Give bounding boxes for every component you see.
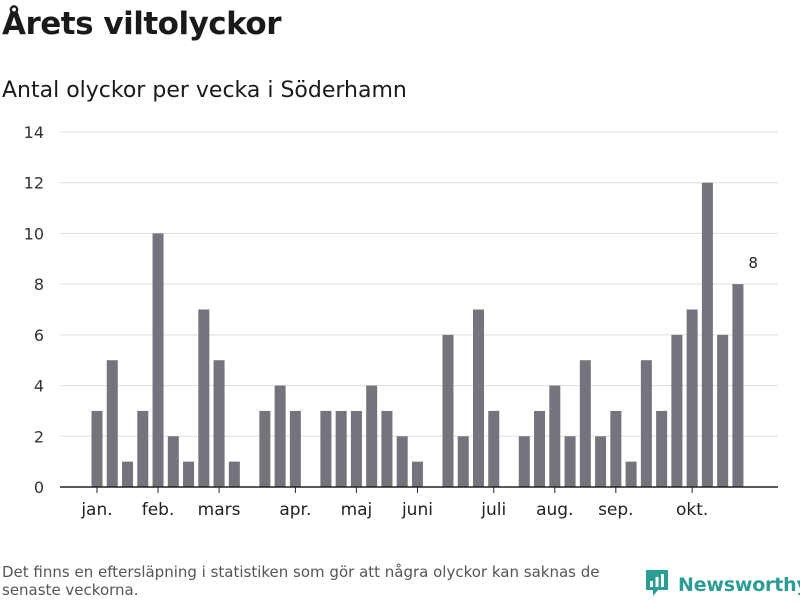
bar (366, 385, 378, 487)
footnote: Det finns en eftersläpning i statistiken… (2, 563, 600, 599)
bar (625, 461, 637, 487)
bar (167, 436, 179, 487)
bar (671, 334, 683, 487)
bar (198, 309, 210, 487)
chart-title: Årets viltolyckor (2, 6, 282, 42)
bar (183, 461, 195, 487)
y-tick-label: 6 (34, 326, 44, 345)
x-tick-label: mars (198, 500, 241, 520)
bar (595, 436, 607, 487)
bar (564, 436, 576, 487)
bar (228, 461, 240, 487)
bar (320, 410, 332, 487)
bar (579, 360, 591, 487)
y-tick-label: 14 (24, 123, 44, 142)
chart-subtitle: Antal olyckor per vecka i Söderhamn (2, 78, 407, 103)
x-tick-label: okt. (676, 500, 708, 520)
x-tick-label: juli (480, 500, 506, 520)
bar (335, 410, 347, 487)
bars (91, 182, 744, 487)
bar (717, 334, 729, 487)
bar (152, 233, 164, 487)
bar (106, 360, 118, 487)
bar (549, 385, 561, 487)
bar (686, 309, 698, 487)
y-tick-label: 12 (24, 174, 44, 193)
y-tick-label: 0 (34, 478, 44, 497)
bar (701, 182, 713, 487)
x-tick-label: jan. (80, 500, 112, 520)
bar (381, 410, 393, 487)
bar (656, 410, 668, 487)
bar (396, 436, 408, 487)
x-tick-label: juni (401, 500, 433, 520)
bar (640, 360, 652, 487)
brand: Newsworthy (644, 568, 800, 602)
newsworthy-logo-icon (644, 568, 670, 602)
bar-chart: 0 2 4 6 8 10 12 14 jan. feb. mars apr. maj juni juli a… (24, 123, 778, 520)
bar (411, 461, 423, 487)
bar (610, 410, 622, 487)
data-labels: 8 (748, 254, 758, 272)
x-tick-label: aug. (536, 500, 573, 520)
bar (457, 436, 469, 487)
bar (91, 410, 103, 487)
y-tick-label: 8 (34, 275, 44, 294)
y-axis-tick-labels: 0 2 4 6 8 10 12 14 (24, 123, 44, 497)
bar (442, 334, 454, 487)
bar (732, 284, 744, 487)
x-tick-label: sep. (598, 500, 634, 520)
brand-name: Newsworthy (678, 574, 800, 596)
bar (137, 410, 149, 487)
gridlines (60, 131, 778, 437)
y-tick-label: 10 (24, 224, 44, 243)
bar (350, 410, 362, 487)
bar (473, 309, 484, 487)
bar (274, 385, 286, 487)
bar (488, 410, 500, 487)
x-tick-label: apr. (279, 500, 311, 520)
bar (289, 410, 301, 487)
y-tick-label: 4 (34, 377, 44, 396)
x-tick-label: feb. (142, 500, 175, 520)
data-label: 8 (748, 254, 758, 272)
x-axis-month-ticks: jan. feb. mars apr. maj juni juli aug. sep. okt. (80, 487, 708, 520)
x-tick-label: maj (341, 500, 373, 520)
bar (534, 410, 546, 487)
bar (259, 410, 271, 487)
bar (213, 360, 225, 487)
y-tick-label: 2 (34, 427, 44, 446)
bar (518, 436, 530, 487)
bar (122, 461, 134, 487)
